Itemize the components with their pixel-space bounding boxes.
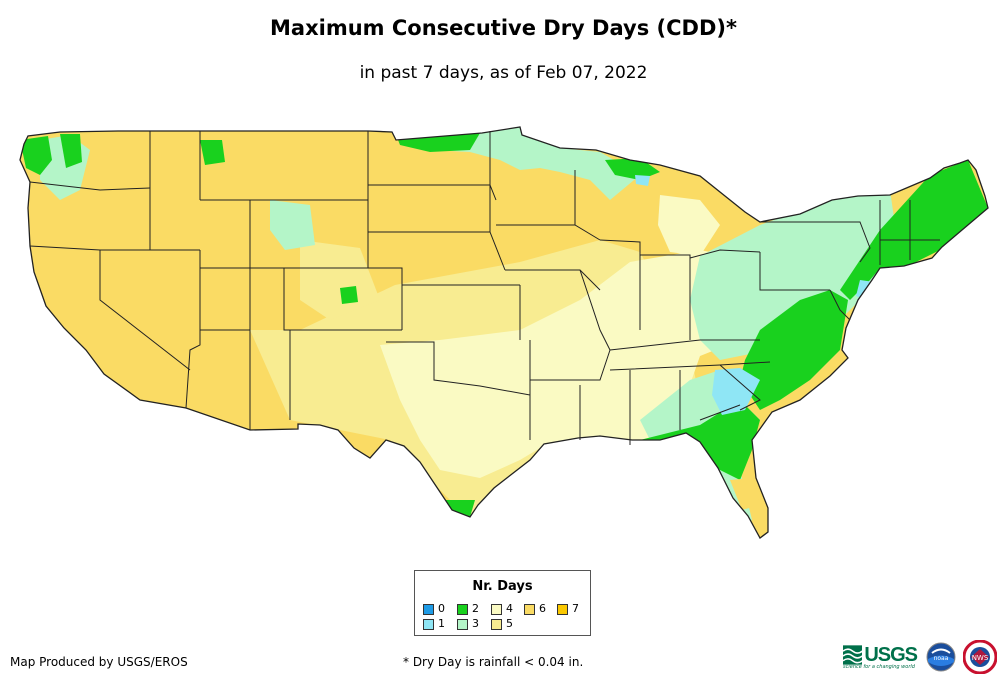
cdd-zone-2-puget (60, 134, 82, 168)
credit-text: Map Produced by USGS/EROS (10, 655, 188, 669)
usgs-wave-icon (843, 645, 863, 665)
cdd-zone-3-wyoming (270, 200, 315, 250)
usgs-tagline: science for a changing world (843, 664, 915, 670)
cdd-zone-1-michigan-spot (635, 175, 650, 186)
cdd-zone-2-south-texas (440, 500, 475, 517)
cdd-zone-2-upper-peninsula (605, 158, 660, 180)
legend-swatch (457, 618, 468, 630)
legend-item-1: 1 (423, 617, 445, 631)
cdd-zone-1-south-carolina (712, 368, 760, 415)
legend-item-4: 4 (491, 602, 513, 616)
cdd-zone-2-carolinas (740, 290, 848, 410)
usgs-logo-text: USGS (864, 643, 918, 666)
legend-swatch (423, 618, 434, 630)
cdd-zone-2-washington-coast (20, 136, 52, 175)
legend-item-6: 6 (524, 602, 546, 616)
legend-label: 1 (438, 617, 445, 630)
cdd-zone-3-northeast-ohio (690, 190, 900, 360)
cdd-zone-5-colorado (300, 240, 380, 320)
legend-swatch (457, 603, 468, 615)
legend-swatch (491, 603, 502, 615)
legend-label: 5 (506, 617, 513, 630)
legend-swatch (423, 603, 434, 615)
legend-item-5: 5 (491, 617, 513, 631)
legend: Nr. Days 0 1 2 3 4 5 6 7 (414, 570, 591, 636)
legend-label: 0 (438, 602, 445, 615)
noaa-logo-icon: noaa (926, 642, 956, 672)
legend-swatch (491, 618, 502, 630)
legend-item-7: 7 (557, 602, 579, 616)
state-boundaries (19, 126, 989, 539)
nws-logo-icon: NWS (963, 640, 997, 674)
footnote-text: * Dry Day is rainfall < 0.04 in. (403, 655, 584, 669)
cdd-zone-2-idaho-spot (200, 140, 225, 165)
legend-label: 4 (506, 602, 513, 615)
cdd-zone-4-michigan (658, 195, 720, 256)
legend-item-2: 2 (457, 602, 479, 616)
legend-item-3: 3 (457, 617, 479, 631)
legend-label: 6 (539, 602, 546, 615)
cdd-zone-6-florida (730, 478, 760, 510)
legend-swatch (524, 603, 535, 615)
legend-title: Nr. Days (472, 579, 533, 594)
legend-swatch (557, 603, 568, 615)
usgs-logo: USGS science for a changing world (843, 642, 918, 670)
legend-item-0: 0 (423, 602, 445, 616)
noaa-logo-text: noaa (934, 655, 949, 662)
legend-label: 3 (472, 617, 479, 630)
cdd-zone-2-new-england (840, 160, 988, 300)
legend-label: 7 (572, 602, 579, 615)
map-title: Maximum Consecutive Dry Days (CDD)* (270, 16, 737, 40)
map-subtitle: in past 7 days, as of Feb 07, 2022 (359, 63, 648, 83)
us-dry-days-map (19, 126, 989, 539)
cdd-zone-2-georgia-coast (640, 400, 760, 480)
cdd-zone-2-colorado-spot (340, 286, 358, 304)
nws-logo-text: NWS (972, 654, 989, 662)
legend-label: 2 (472, 602, 479, 615)
